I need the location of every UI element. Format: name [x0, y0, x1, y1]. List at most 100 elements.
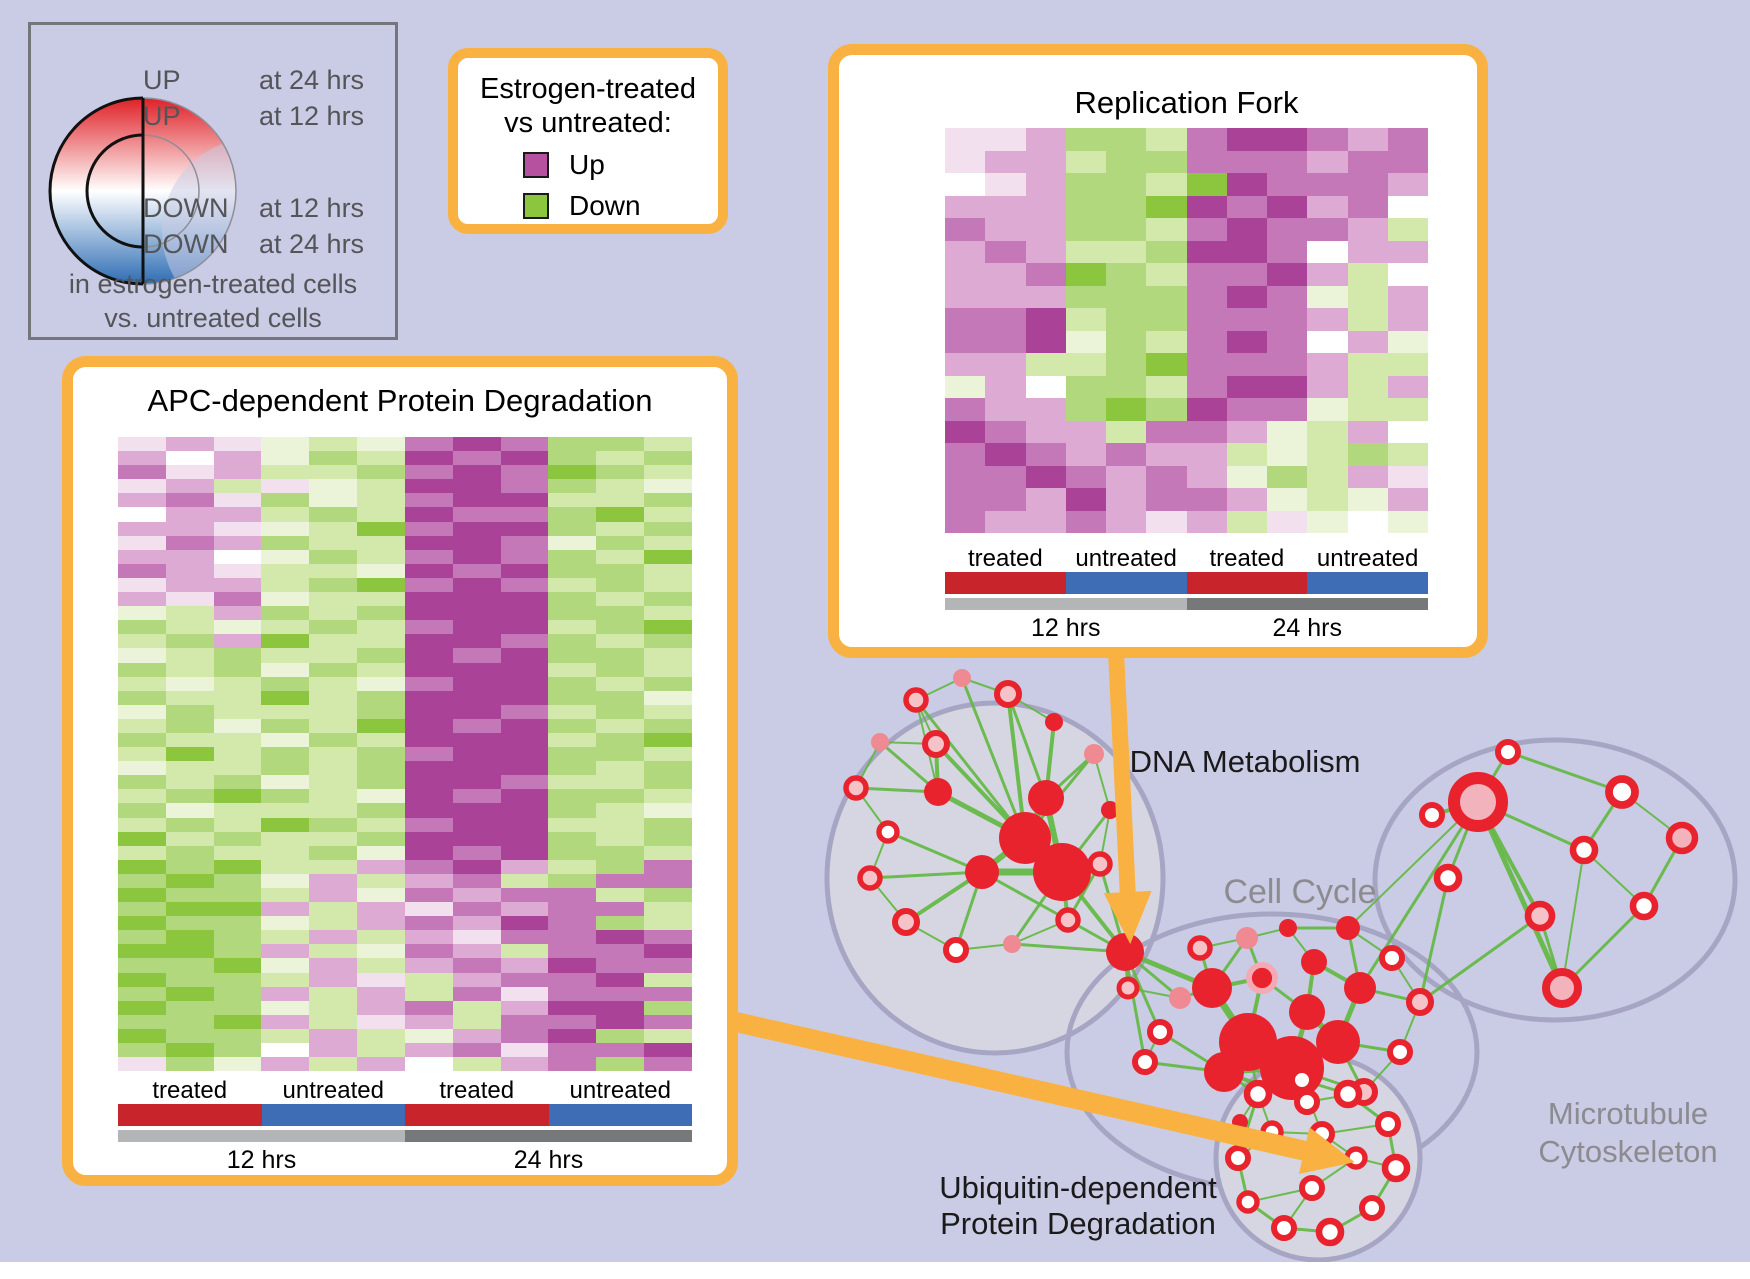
- heatmap-cell: [404, 676, 453, 691]
- heatmap-row: [945, 240, 1428, 263]
- heatmap-cell: [1387, 263, 1428, 286]
- heatmap-cell: [945, 398, 986, 421]
- heatmap-cell: [596, 1057, 645, 1072]
- heatmap-row: [118, 662, 692, 677]
- heatmap-cell: [357, 831, 405, 846]
- heatmap-cell: [165, 803, 214, 818]
- heatmap-cell: [596, 873, 645, 888]
- heatmap-cell: [357, 690, 405, 705]
- heatmap-row: [118, 634, 692, 649]
- heatmap-cell: [1226, 218, 1267, 241]
- gene-node: [1433, 863, 1463, 893]
- heatmap-cell: [548, 831, 597, 846]
- heatmap-cell: [1146, 353, 1187, 376]
- heatmap-cell: [548, 873, 597, 888]
- heatmap-row: [945, 285, 1428, 308]
- heatmap-cell: [500, 648, 549, 663]
- heatmap-cell: [596, 888, 645, 903]
- heatmap-cell: [596, 803, 645, 818]
- heatmap-cell: [1347, 353, 1388, 376]
- heatmap-cell: [357, 577, 405, 593]
- heatmap-cell: [165, 1014, 214, 1029]
- heatmap-cell: [596, 437, 645, 452]
- heatmap-cell: [644, 1014, 692, 1029]
- heatmap-cell: [500, 493, 549, 508]
- gene-node: [1569, 835, 1599, 865]
- heatmap-cell: [596, 690, 645, 705]
- heatmap-cell: [500, 549, 549, 564]
- heatmap-cell: [1146, 510, 1187, 533]
- time-24a: at 24 hrs: [259, 65, 365, 95]
- heatmap-cell: [309, 803, 358, 818]
- heatmap-cell: [644, 789, 692, 804]
- heatmap-row: [118, 732, 692, 748]
- heatmap-cell: [596, 549, 645, 564]
- gene-node: [1236, 1190, 1260, 1214]
- heatmap-cell: [404, 1057, 453, 1072]
- heatmap-cell: [309, 549, 358, 564]
- network-edge: [1561, 849, 1585, 989]
- heatmap-cell: [452, 465, 501, 480]
- heatmap-cell: [165, 493, 214, 508]
- heatmap-cell: [1106, 353, 1147, 376]
- heatmap-cell: [596, 831, 645, 846]
- heatmap-cell: [1307, 465, 1348, 488]
- group-label: untreated: [569, 1077, 671, 1104]
- heatmap-cell: [945, 285, 986, 308]
- heatmap-cell: [1347, 443, 1388, 466]
- time-bar: [945, 598, 1187, 610]
- heatmap-cell: [1267, 398, 1308, 421]
- heatmap-cell: [452, 817, 501, 832]
- heatmap-cell: [452, 592, 501, 607]
- heatmap-cell: [1307, 218, 1348, 241]
- direction-up-12: UP: [143, 101, 181, 131]
- heatmap-cell: [452, 676, 501, 691]
- gene-node: [1294, 1089, 1320, 1115]
- heatmap-cell: [452, 789, 501, 804]
- cluster-ellipse: [1372, 737, 1738, 1023]
- heatmap-cell: [1186, 420, 1227, 443]
- heatmap-cell: [1065, 308, 1106, 331]
- heatmap-cell: [309, 577, 358, 593]
- heatmap-cell: [1267, 353, 1308, 376]
- heatmap-cell: [985, 195, 1026, 218]
- heatmap-cell: [118, 902, 166, 917]
- heatmap-cell: [644, 690, 692, 705]
- heatmap-cell: [118, 690, 166, 705]
- heatmap-cell: [644, 577, 692, 593]
- heatmap-cell: [596, 986, 645, 1001]
- heatmap-cell: [1347, 510, 1388, 533]
- heatmap-cell: [357, 592, 405, 607]
- heatmap-cell: [213, 916, 262, 931]
- heatmap-cell: [452, 888, 501, 903]
- heatmap-cell: [548, 732, 597, 748]
- replication-fork-heatmap: [945, 128, 1428, 533]
- heatmap-cell: [1267, 285, 1308, 308]
- heatmap-cell: [261, 437, 310, 452]
- down-label: Down: [569, 190, 641, 221]
- heatmap-cell: [213, 507, 262, 522]
- heatmap-cell: [309, 563, 358, 578]
- heatmap-cell: [596, 817, 645, 832]
- heatmap-cell: [985, 150, 1026, 173]
- heatmap-cell: [309, 704, 358, 719]
- link-arrow: [1103, 651, 1152, 944]
- heatmap-cell: [404, 465, 453, 480]
- heatmap-cell: [985, 128, 1026, 151]
- heatmap-row: [118, 986, 692, 1001]
- heatmap-cell: [1347, 488, 1388, 511]
- heatmap-cell: [945, 173, 986, 196]
- heatmap-cell: [1146, 330, 1187, 353]
- heatmap-cell: [1267, 330, 1308, 353]
- heatmap-cell: [1226, 330, 1267, 353]
- heatmap-cell: [309, 535, 358, 550]
- heatmap-cell: [1146, 398, 1187, 421]
- heatmap-cell: [985, 285, 1026, 308]
- heatmap-cell: [118, 1000, 166, 1015]
- heatmap-cell: [165, 620, 214, 635]
- heatmap-cell: [1025, 465, 1066, 488]
- heatmap-row: [118, 479, 692, 494]
- heatmap-cell: [644, 1043, 692, 1058]
- heatmap-cell: [165, 437, 214, 452]
- heatmap-cell: [165, 718, 214, 733]
